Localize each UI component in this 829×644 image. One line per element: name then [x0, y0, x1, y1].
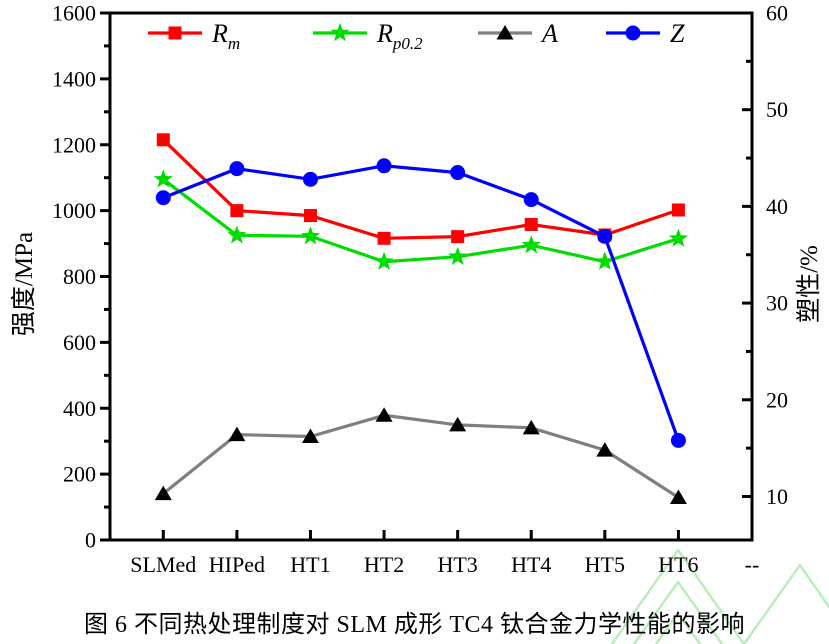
left-tick-label: 1200: [52, 132, 96, 157]
legend-marker-circle: [625, 25, 641, 41]
right-tick-label: 20: [766, 387, 788, 412]
x-category-label: HIPed: [209, 552, 265, 577]
x-category-label: HT4: [511, 552, 551, 577]
x-category-label: --: [745, 552, 760, 577]
left-tick-label: 1400: [52, 66, 96, 91]
Rp0.2-point-HT5: [595, 251, 615, 270]
A-point-HT4: [522, 419, 540, 435]
legend-marker-triangle: [496, 25, 514, 40]
Rm-point-SLMed: [156, 133, 170, 147]
Z-point-HT1: [302, 171, 318, 187]
Rm-point-HIPed: [230, 204, 244, 218]
axis-ticks: [100, 11, 754, 542]
series-Rm: [156, 133, 685, 245]
Z-point-HT6: [670, 432, 686, 448]
A-point-HIPed: [228, 426, 246, 442]
x-category-label: HT1: [290, 552, 330, 577]
right-tick-label: 10: [766, 484, 788, 509]
watermark: [610, 547, 829, 644]
A-point-HT6: [669, 489, 687, 504]
Rp0.2-point-HIPed: [227, 225, 247, 244]
Z-point-HT3: [450, 165, 466, 181]
series-Rp0.2: [153, 169, 688, 270]
Z-point-HIPed: [229, 161, 245, 177]
watermark-line: [632, 579, 724, 644]
Rm-point-HT4: [524, 217, 538, 231]
legend-item-Z: Z: [606, 19, 685, 48]
series-Z: [155, 158, 686, 448]
legend-marker-square: [168, 26, 182, 40]
Z-point-SLMed: [155, 190, 171, 206]
legend-label-Rm: Rm: [211, 19, 240, 53]
legend-label-Rp0.2: Rp0.2: [376, 19, 423, 53]
A-point-HT5: [596, 442, 614, 457]
series-A: [154, 407, 687, 504]
legend-label-A: A: [540, 19, 558, 48]
Rp0.2-point-HT4: [521, 235, 541, 254]
Z-point-HT2: [376, 158, 392, 174]
Rm-point-HT1: [303, 209, 317, 223]
left-tick-label: 600: [63, 330, 96, 355]
x-category-label: HT5: [585, 552, 625, 577]
Rp0.2-point-HT6: [668, 228, 688, 247]
left-axis-title: 强度/MPa: [11, 231, 38, 337]
right-tick-label: 50: [766, 97, 788, 122]
Rm-point-HT2: [377, 231, 391, 245]
legend-item-Rp0.2: Rp0.2: [313, 19, 423, 53]
x-category-label: HT2: [364, 552, 404, 577]
left-tick-label: 1000: [52, 198, 96, 223]
right-tick-label: 30: [766, 291, 788, 316]
A-point-SLMed: [154, 485, 172, 501]
series-line-Z: [162, 164, 680, 441]
left-tick-label: 400: [63, 396, 96, 421]
Rp0.2-point-HT3: [448, 246, 468, 265]
Rm-point-HT6: [671, 203, 685, 217]
Rp0.2-point-HT1: [300, 226, 320, 245]
axis-tick-labels: 0 200 400 600 800 1000 1200 1400 1600 10 20 30 40 50 6…: [52, 1, 788, 578]
A-point-HT1: [301, 428, 319, 444]
watermark-line: [654, 610, 702, 644]
legend-marker-star: [330, 23, 350, 42]
left-tick-label: 1600: [52, 1, 96, 26]
right-tick-label: 40: [766, 194, 788, 219]
series-line-A: [162, 413, 680, 499]
figure-caption: 图 6 不同热处理制度对 SLM 成形 TC4 钛合金力学性能的影响: [83, 612, 745, 638]
legend: Rm Rp0.2 A Z: [148, 19, 685, 53]
Z-point-HT4: [523, 192, 539, 208]
Rm-point-HT3: [451, 230, 465, 244]
legend-label-Z: Z: [670, 19, 685, 48]
x-category-label: SLMed: [130, 552, 196, 577]
left-tick-label: 800: [63, 264, 96, 289]
watermark-line: [742, 562, 829, 644]
series-line-Rm: [162, 138, 679, 240]
Rp0.2-point-HT2: [374, 251, 394, 270]
legend-item-A: A: [478, 19, 558, 48]
watermark-line: [610, 547, 746, 644]
left-tick-label: 0: [85, 528, 96, 553]
series-line-Rp0.2: [162, 178, 679, 264]
x-category-label: HT3: [437, 552, 477, 577]
A-point-HT2: [375, 407, 393, 422]
left-tick-label: 200: [63, 462, 96, 487]
Rp0.2-point-SLMed: [153, 169, 173, 188]
A-point-HT3: [449, 416, 467, 432]
Z-point-HT5: [597, 228, 613, 244]
legend-item-Rm: Rm: [148, 19, 240, 53]
right-axis-title: 塑性/%: [796, 245, 823, 323]
x-category-label: HT6: [658, 552, 698, 577]
right-tick-label: 60: [766, 1, 788, 26]
